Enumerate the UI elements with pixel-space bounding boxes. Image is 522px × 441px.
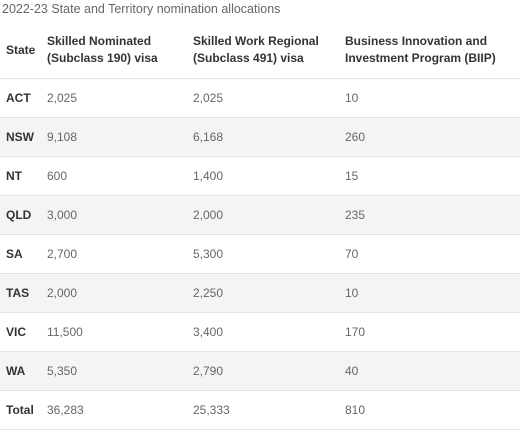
cell-subclass-190: 3,000 <box>47 195 193 235</box>
header-biip: Business Innovation and Investment Progr… <box>345 22 520 79</box>
header-biip-line1: Business Innovation and <box>345 34 488 48</box>
cell-subclass-190: 2,000 <box>47 273 193 313</box>
header-subclass-491: Skilled Work Regional (Subclass 491) vis… <box>193 22 345 79</box>
header-state: State <box>0 22 47 79</box>
header-state-label: State <box>6 42 36 57</box>
header-row: State Skilled Nominated (Subclass 190) v… <box>0 22 520 79</box>
table-row: NSW 9,108 6,168 260 <box>0 117 520 157</box>
nomination-allocations-table: State Skilled Nominated (Subclass 190) v… <box>0 22 520 430</box>
cell-biip: 235 <box>345 195 520 235</box>
header-biip-line2: Investment Program (BIIP) <box>345 51 496 65</box>
header-subclass-491-line1: Skilled Work Regional <box>193 34 319 48</box>
cell-state: TAS <box>0 273 47 313</box>
cell-biip: 10 <box>345 273 520 313</box>
cell-state: Total <box>0 390 47 430</box>
cell-subclass-190: 5,350 <box>47 351 193 391</box>
cell-subclass-491: 6,168 <box>193 117 345 157</box>
table-row: NT 600 1,400 15 <box>0 156 520 196</box>
cell-biip: 15 <box>345 156 520 196</box>
cell-subclass-491: 2,250 <box>193 273 345 313</box>
table-header: State Skilled Nominated (Subclass 190) v… <box>0 22 520 79</box>
cell-subclass-491: 5,300 <box>193 234 345 274</box>
cell-subclass-190: 2,700 <box>47 234 193 274</box>
cell-biip: 260 <box>345 117 520 157</box>
cell-state: SA <box>0 234 47 274</box>
header-subclass-190-line1: Skilled Nominated <box>47 34 152 48</box>
cell-subclass-491: 2,790 <box>193 351 345 391</box>
cell-subclass-491: 1,400 <box>193 156 345 196</box>
cell-subclass-491: 2,025 <box>193 78 345 118</box>
cell-subclass-190: 9,108 <box>47 117 193 157</box>
cell-subclass-491: 3,400 <box>193 312 345 352</box>
cell-subclass-190: 11,500 <box>47 312 193 352</box>
cell-subclass-491: 25,333 <box>193 390 345 430</box>
cell-state: QLD <box>0 195 47 235</box>
cell-biip: 810 <box>345 390 520 430</box>
table-row: TAS 2,000 2,250 10 <box>0 273 520 313</box>
header-subclass-190: Skilled Nominated (Subclass 190) visa <box>47 22 193 79</box>
cell-state: VIC <box>0 312 47 352</box>
cell-biip: 70 <box>345 234 520 274</box>
table-row: WA 5,350 2,790 40 <box>0 351 520 391</box>
table-row: SA 2,700 5,300 70 <box>0 234 520 274</box>
table-caption: 2022-23 State and Territory nomination a… <box>2 2 281 16</box>
table-row: VIC 11,500 3,400 170 <box>0 312 520 352</box>
cell-subclass-190: 2,025 <box>47 78 193 118</box>
cell-state: NT <box>0 156 47 196</box>
cell-subclass-190: 36,283 <box>47 390 193 430</box>
cell-biip: 170 <box>345 312 520 352</box>
header-subclass-190-line2: (Subclass 190) visa <box>47 51 158 65</box>
cell-biip: 40 <box>345 351 520 391</box>
cell-state: ACT <box>0 78 47 118</box>
table-body: ACT 2,025 2,025 10 NSW 9,108 6,168 260 N… <box>0 78 520 430</box>
cell-biip: 10 <box>345 78 520 118</box>
table-row-total: Total 36,283 25,333 810 <box>0 390 520 430</box>
header-subclass-491-line2: (Subclass 491) visa <box>193 51 304 65</box>
cell-state: NSW <box>0 117 47 157</box>
table-row: QLD 3,000 2,000 235 <box>0 195 520 235</box>
cell-subclass-491: 2,000 <box>193 195 345 235</box>
cell-state: WA <box>0 351 47 391</box>
cell-subclass-190: 600 <box>47 156 193 196</box>
table-row: ACT 2,025 2,025 10 <box>0 78 520 118</box>
